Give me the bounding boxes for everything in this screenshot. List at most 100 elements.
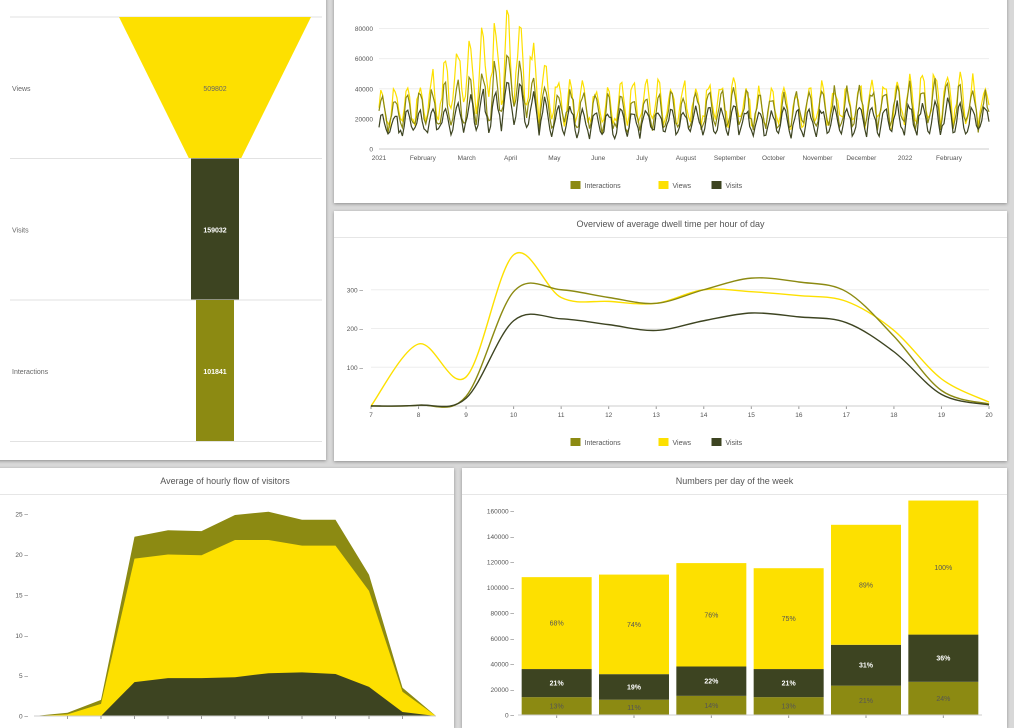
x-tick-label: April	[504, 155, 518, 162]
bar-segment-interactions	[676, 695, 747, 715]
x-tick-label: 2021	[372, 155, 387, 162]
bar-segment-visits	[521, 669, 592, 698]
series-line-visits	[370, 312, 990, 408]
hourly-chart-title: Average of hourly flow of visitors	[0, 468, 454, 495]
bar-segment-views	[521, 577, 592, 670]
x-tick-label: 10	[510, 412, 518, 419]
bar-data-label: 75%	[782, 616, 796, 623]
legend-label: Visits	[726, 183, 743, 190]
funnel-stage-value: 509802	[203, 86, 226, 93]
bar-segment-views	[908, 500, 979, 635]
bar-segment-visits	[599, 674, 669, 700]
bar-data-label: 36%	[936, 656, 951, 663]
y-tick-label: 300 –	[347, 287, 364, 294]
legend-swatch	[711, 438, 722, 446]
area-visits	[34, 672, 436, 716]
y-tick-label: 160000 –	[487, 508, 514, 515]
series-line-views	[378, 9, 990, 131]
x-tick-label: March	[458, 155, 476, 162]
bar-data-label: 13%	[550, 704, 564, 711]
bar-segment-interactions	[521, 697, 592, 715]
y-tick-label: 20000	[355, 116, 373, 123]
y-tick-label: 100 –	[347, 365, 364, 372]
x-tick-label: February	[936, 155, 963, 162]
bar-data-label: 13%	[782, 704, 796, 711]
bar-data-label: 21%	[859, 698, 873, 705]
x-tick-label: 11	[558, 412, 565, 419]
y-tick-label: 100000 –	[487, 585, 514, 592]
y-tick-label: 140000 –	[487, 534, 514, 541]
x-tick-label: August	[676, 155, 696, 162]
bar-data-label: 100%	[934, 565, 952, 572]
bar-segment-views	[676, 563, 747, 667]
legend-label: Views	[673, 183, 692, 190]
weekday-chart-title: Numbers per day of the week	[462, 468, 1007, 495]
funnel-stage-label: Visits	[12, 227, 29, 234]
x-tick-label: 20	[985, 412, 993, 419]
legend-label: Interactions	[585, 183, 622, 190]
x-tick-label: 18	[890, 412, 898, 419]
x-tick-label: November	[802, 155, 833, 162]
y-tick-label: 40000 –	[491, 661, 515, 668]
hourly-panel: Average of hourly flow of visitors 0 – 5 …	[0, 468, 454, 728]
x-tick-label: May	[548, 155, 561, 162]
x-tick-label: July	[636, 155, 648, 162]
bar-data-label: 21%	[782, 681, 797, 688]
funnel-stage-value: 101841	[203, 369, 226, 376]
legend-swatch	[570, 181, 581, 189]
y-tick-label: 5 –	[19, 673, 28, 680]
bar-data-label: 19%	[627, 684, 642, 691]
bar-segment-interactions	[753, 697, 824, 715]
y-tick-label: 80000 –	[491, 610, 515, 617]
x-tick-label: 9	[464, 412, 468, 419]
bar-data-label: 74%	[627, 622, 641, 629]
x-tick-label: September	[714, 155, 747, 162]
series-line-views	[370, 251, 990, 407]
weekday-chart: 0 – 20000 – 40000 – 60000 – 80000 – 100000 – 1…	[487, 500, 982, 720]
area-views	[34, 540, 436, 716]
y-tick-label: 0 –	[505, 713, 514, 720]
bar-segment-visits	[908, 634, 979, 682]
series-line-interactions	[370, 277, 990, 408]
bar-data-label: 22%	[704, 679, 719, 686]
timeline-panel: 0 20000 40000 60000 80000 2021 February March Ap…	[334, 0, 1007, 203]
y-tick-label: 0	[369, 147, 373, 154]
y-tick-label: 15 –	[15, 592, 28, 599]
bar-data-label: 31%	[859, 663, 874, 670]
x-tick-label: 7	[369, 412, 373, 419]
x-tick-label: 16	[795, 412, 803, 419]
bar-segment-visits	[831, 644, 901, 686]
bar-segment-views	[753, 568, 824, 670]
x-tick-label: 19	[938, 412, 946, 419]
funnel-segment-views	[119, 17, 311, 159]
bar-segment-views	[831, 524, 901, 645]
funnel-segment-interactions	[196, 300, 234, 442]
hourly-chart: 0 – 5 – 10 – 15 – 20 – 25 –	[15, 512, 436, 721]
legend-label: Interactions	[585, 440, 622, 447]
y-tick-label: 60000 –	[491, 636, 515, 643]
dwell-panel: Overview of average dwell time per hour …	[334, 211, 1007, 461]
x-tick-label: 12	[605, 412, 613, 419]
y-tick-label: 20 –	[15, 552, 28, 559]
y-tick-label: 40000	[355, 86, 373, 93]
bar-segment-interactions	[599, 699, 669, 715]
legend-swatch	[570, 438, 581, 446]
funnel-panel: Views 509802 Visits 159032 Interactions 10184…	[0, 0, 326, 460]
y-tick-label: 200 –	[347, 326, 364, 333]
funnel-stage-value: 159032	[203, 227, 226, 234]
funnel-segment-visits	[191, 158, 239, 300]
legend-label: Views	[673, 440, 692, 447]
x-tick-label: October	[762, 155, 786, 162]
y-tick-label: 10 –	[15, 633, 28, 640]
bar-data-label: 76%	[704, 612, 718, 619]
bar-segment-visits	[753, 669, 824, 698]
x-tick-label: February	[410, 155, 437, 162]
y-tick-label: 60000	[355, 56, 373, 63]
dwell-chart: 100 – 200 – 300 – 7 8 9 10 11 12 13 14 15 16 17 18 19 20…	[347, 251, 993, 447]
x-tick-label: 14	[700, 412, 708, 419]
x-tick-label: 13	[653, 412, 661, 419]
bar-data-label: 21%	[550, 681, 565, 688]
x-tick-label: 15	[748, 412, 756, 419]
timeline-chart: 0 20000 40000 60000 80000 2021 February March Ap…	[355, 9, 990, 190]
y-tick-label: 0 –	[19, 714, 28, 721]
